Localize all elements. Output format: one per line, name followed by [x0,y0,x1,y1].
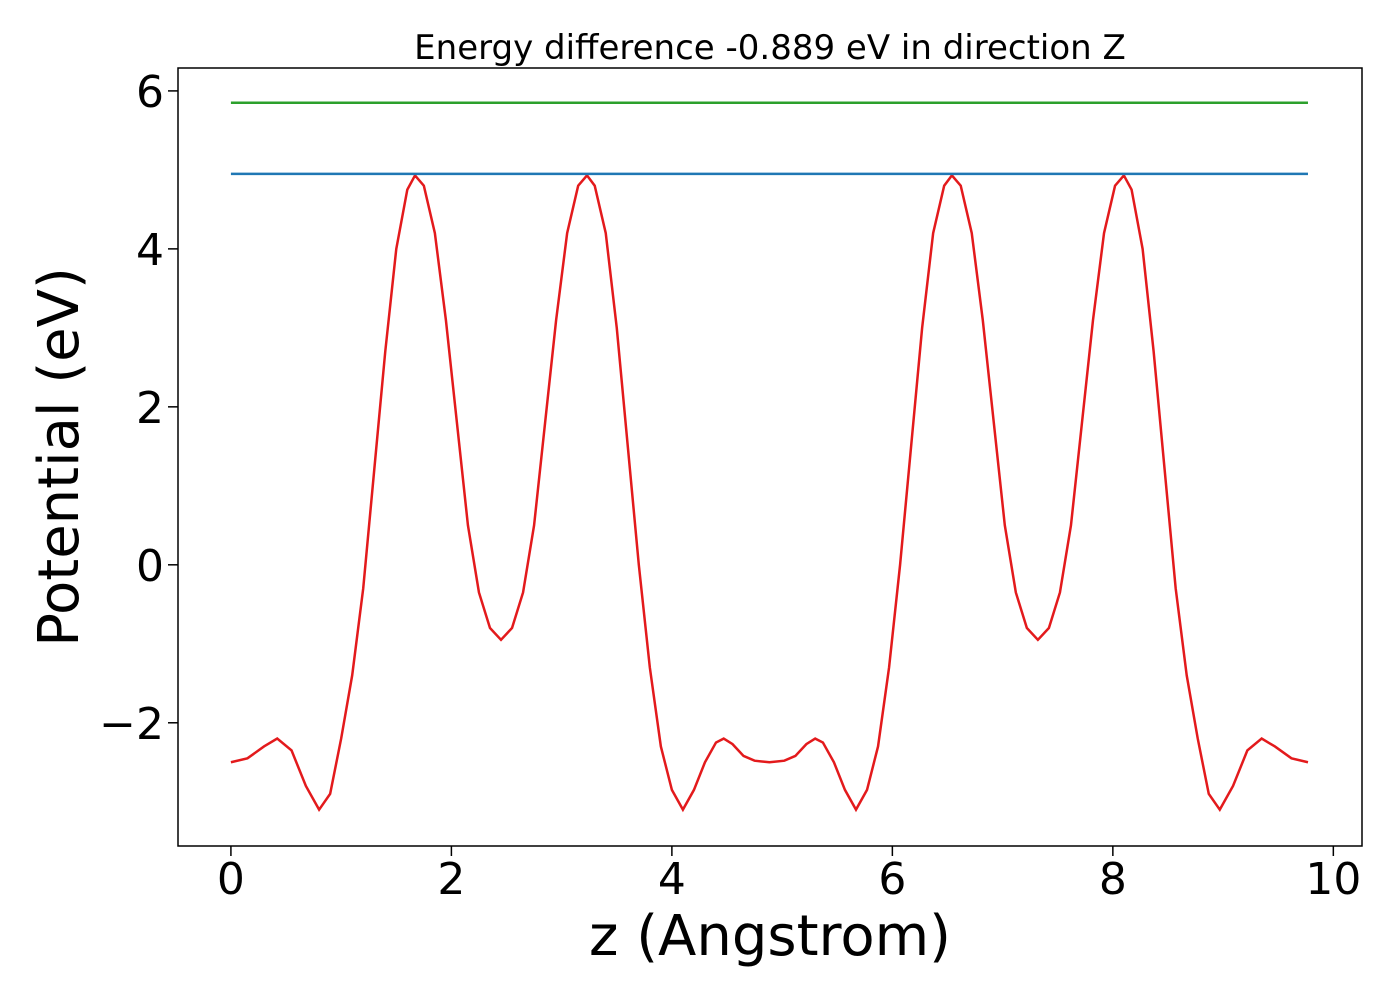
y-tick-label: −2 [99,699,164,750]
y-tick-label: 2 [136,383,164,434]
data-line [230,173,1309,813]
y-tick-label: 0 [136,541,164,592]
x-tick-label: 0 [217,854,245,905]
x-tick-label: 2 [437,854,465,905]
x-tick-label: 4 [658,854,686,905]
chart-title: Energy difference -0.889 eV in direction… [414,28,1126,68]
x-tick-label: 10 [1305,854,1361,905]
y-axis-label: Potential (eV) [27,267,92,647]
x-axis-label: z (Angstrom) [589,904,951,969]
y-tick-label: 4 [136,225,164,276]
x-tick-label: 6 [878,854,906,905]
y-tick-label: 6 [136,67,164,118]
x-tick-label: 8 [1099,854,1127,905]
plot-frame [177,67,1363,847]
